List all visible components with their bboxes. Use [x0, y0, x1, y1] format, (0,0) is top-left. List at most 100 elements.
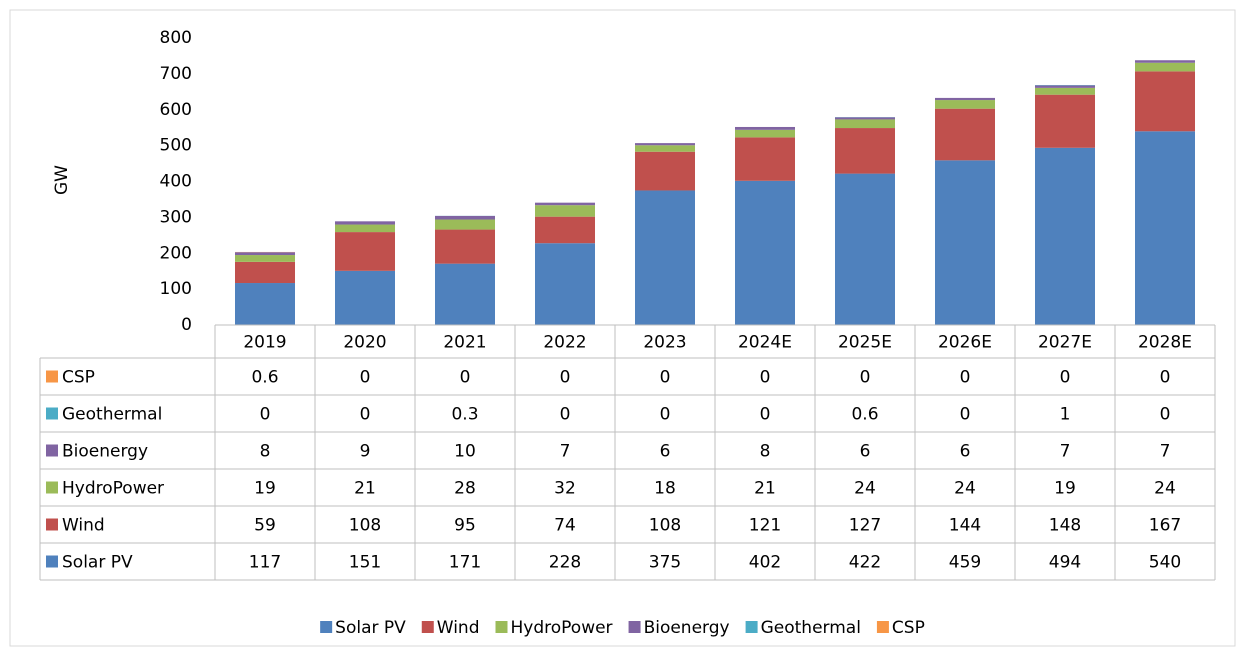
legend-key — [496, 621, 508, 633]
x-tick-label: 2023 — [643, 333, 686, 353]
table-cell: 0 — [1060, 368, 1071, 388]
bar-segment — [835, 117, 895, 119]
legend-label: Bioenergy — [644, 618, 730, 638]
bar-segment — [735, 181, 795, 325]
legend-key — [629, 621, 641, 633]
table-cell: 117 — [249, 553, 281, 573]
legend-key — [746, 621, 758, 633]
table-cell: 0.6 — [251, 368, 278, 388]
bar-segment — [835, 119, 895, 128]
table-cell: 0 — [1160, 405, 1171, 425]
table-cell: 0 — [360, 405, 371, 425]
table-cell: 0 — [760, 405, 771, 425]
table-cell: 0 — [560, 368, 571, 388]
bar-segment — [335, 225, 395, 233]
y-tick-label: 500 — [160, 136, 192, 156]
table-legend-key — [46, 445, 58, 457]
table-cell: 0 — [860, 368, 871, 388]
bar-segment — [435, 216, 495, 220]
bar-segment — [235, 255, 295, 262]
x-tick-label: 2025E — [838, 333, 892, 353]
bar-segment — [335, 271, 395, 325]
y-tick-label: 700 — [160, 64, 192, 84]
bar-segment — [935, 100, 995, 109]
table-cell: 10 — [454, 442, 476, 462]
table-legend-key — [46, 519, 58, 531]
table-cell: 6 — [960, 442, 971, 462]
table-cell: 494 — [1049, 553, 1081, 573]
y-tick-label: 600 — [160, 100, 192, 120]
table-row-label: Geothermal — [62, 405, 162, 425]
bar-segment — [935, 98, 995, 100]
y-tick-label: 0 — [181, 315, 192, 335]
table-cell: 1 — [1060, 405, 1071, 425]
table-cell: 0 — [260, 405, 271, 425]
table-row-label: Bioenergy — [62, 442, 148, 462]
bar-segment — [935, 160, 995, 325]
table-row-label: Wind — [62, 516, 105, 536]
table-cell: 148 — [1049, 516, 1081, 536]
x-tick-label: 2022 — [543, 333, 586, 353]
table-row-label: HydroPower — [62, 479, 164, 499]
table-cell: 9 — [360, 442, 371, 462]
bar-segment — [235, 283, 295, 325]
bar-segment — [535, 217, 595, 244]
table-cell: 19 — [254, 479, 276, 499]
table-cell: 18 — [654, 479, 676, 499]
y-axis-label: GW — [52, 165, 72, 195]
table-cell: 8 — [260, 442, 271, 462]
table-legend-key — [46, 482, 58, 494]
table-cell: 21 — [754, 479, 776, 499]
table-cell: 151 — [349, 553, 381, 573]
bar-segment — [235, 252, 295, 255]
bar-segment — [735, 137, 795, 180]
table-cell: 24 — [854, 479, 876, 499]
table-cell: 375 — [649, 553, 681, 573]
table-cell: 0 — [360, 368, 371, 388]
table-cell: 59 — [254, 516, 276, 536]
table-cell: 108 — [649, 516, 681, 536]
bar-segment — [435, 230, 495, 264]
table-cell: 540 — [1149, 553, 1181, 573]
table-cell: 28 — [454, 479, 476, 499]
table-legend-key — [46, 408, 58, 420]
bar-segment — [635, 152, 695, 191]
table-row-label: CSP — [62, 368, 95, 388]
y-tick-label: 400 — [160, 172, 192, 192]
bar-segment — [335, 232, 395, 271]
table-cell: 0 — [1160, 368, 1171, 388]
x-tick-label: 2027E — [1038, 333, 1092, 353]
legend-label: Solar PV — [335, 618, 406, 638]
table-cell: 0 — [960, 368, 971, 388]
table-cell: 24 — [954, 479, 976, 499]
x-tick-label: 2021 — [443, 333, 486, 353]
bar-segment — [535, 243, 595, 325]
bar-segment — [735, 127, 795, 130]
table-cell: 228 — [549, 553, 581, 573]
table-cell: 422 — [849, 553, 881, 573]
table-cell: 0 — [660, 368, 671, 388]
legend-key — [422, 621, 434, 633]
bar-segment — [635, 145, 695, 151]
bar-segment — [1135, 63, 1195, 72]
legend-key — [877, 621, 889, 633]
table-cell: 19 — [1054, 479, 1076, 499]
x-tick-label: 2019 — [243, 333, 286, 353]
table-cell: 95 — [454, 516, 476, 536]
table-cell: 6 — [860, 442, 871, 462]
y-tick-label: 200 — [160, 243, 192, 263]
table-legend-key — [46, 371, 58, 383]
bar-segment — [1035, 85, 1095, 88]
table-cell: 6 — [660, 442, 671, 462]
table-cell: 402 — [749, 553, 781, 573]
y-tick-label: 300 — [160, 207, 192, 227]
y-tick-label: 800 — [160, 28, 192, 48]
bar-segment — [1135, 131, 1195, 325]
table-cell: 7 — [560, 442, 571, 462]
table-cell: 0.6 — [851, 405, 878, 425]
bar-segment — [835, 128, 895, 174]
table-cell: 121 — [749, 516, 781, 536]
bar-segment — [935, 109, 995, 161]
bar-segment — [1135, 71, 1195, 131]
